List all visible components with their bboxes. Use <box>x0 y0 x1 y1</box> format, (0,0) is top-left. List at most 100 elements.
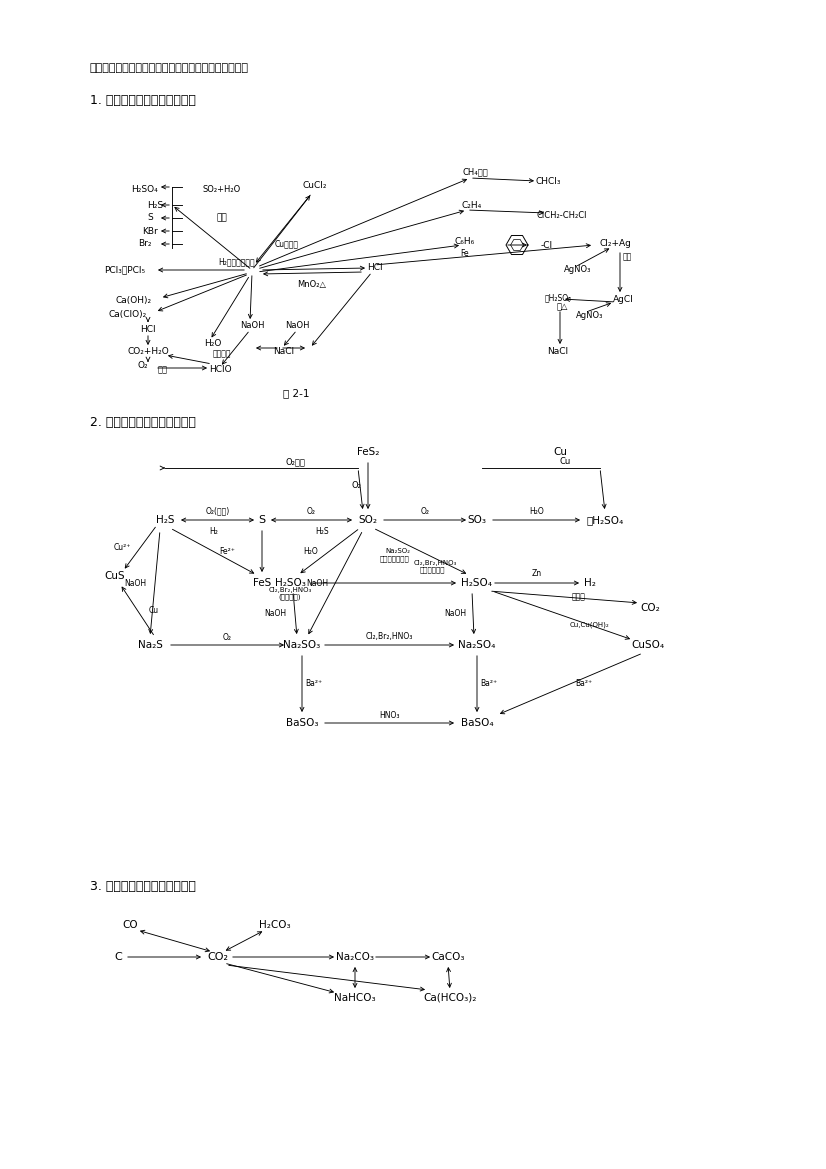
Text: Cu²⁺: Cu²⁺ <box>113 544 131 553</box>
Text: O₂: O₂ <box>223 632 232 642</box>
Text: H₂O: H₂O <box>204 339 221 348</box>
Text: NaOH: NaOH <box>306 579 328 588</box>
Text: O₂: O₂ <box>420 506 430 516</box>
Text: CH₄，光: CH₄，光 <box>462 167 488 177</box>
Text: NaOH: NaOH <box>240 321 264 331</box>
Text: FeS: FeS <box>253 577 271 588</box>
Text: NaCl: NaCl <box>548 347 568 357</box>
Text: 光照: 光照 <box>158 366 168 374</box>
Text: Ba²⁺: Ba²⁺ <box>306 679 323 689</box>
Text: Cl₂,Br₂,HNO₃: Cl₂,Br₂,HNO₃ <box>413 560 457 566</box>
Text: 光照: 光照 <box>622 253 632 262</box>
Text: O₂: O₂ <box>351 482 361 491</box>
Text: Cu: Cu <box>553 447 567 457</box>
Text: Cu: Cu <box>149 606 159 615</box>
Text: H₂O: H₂O <box>304 547 318 556</box>
Text: AgCl: AgCl <box>613 296 634 304</box>
Text: O₂: O₂ <box>307 506 316 516</box>
Text: S: S <box>147 214 153 222</box>
Text: Na₂CO₃: Na₂CO₃ <box>336 952 374 962</box>
Text: O₂: O₂ <box>138 361 149 371</box>
Text: ClCH₂-CH₂Cl: ClCH₂-CH₂Cl <box>537 210 587 220</box>
Text: Cl₂,Br₂,HNO₃: Cl₂,Br₂,HNO₃ <box>268 587 311 593</box>
Text: C: C <box>114 952 122 962</box>
Text: Na₂SO₄: Na₂SO₄ <box>458 639 496 650</box>
Text: 高三化学氯、硫、碳、硅、氮及其化合物的转化关系图: 高三化学氯、硫、碳、硅、氮及其化合物的转化关系图 <box>90 63 249 72</box>
Text: CHCl₃: CHCl₃ <box>535 177 561 186</box>
Text: HCl: HCl <box>368 263 382 272</box>
Text: Cl₂+Ag: Cl₂+Ag <box>599 238 631 248</box>
Text: Na₂SO₃: Na₂SO₃ <box>283 639 320 650</box>
Text: Fe: Fe <box>461 249 469 257</box>
Text: H₂SO₃: H₂SO₃ <box>274 577 306 588</box>
Text: MnO₂△: MnO₂△ <box>297 281 326 290</box>
Text: H₂: H₂ <box>584 577 596 588</box>
Text: 电解饱和: 电解饱和 <box>213 350 231 359</box>
Text: FeS₂: FeS₂ <box>357 447 379 457</box>
Text: SO₂: SO₂ <box>358 516 377 525</box>
Text: C₆H₆: C₆H₆ <box>455 236 475 245</box>
Text: H₂: H₂ <box>210 526 218 535</box>
Text: Cu，点燃: Cu，点燃 <box>275 240 299 249</box>
Text: CuS: CuS <box>105 570 126 581</box>
Text: Na₂S: Na₂S <box>138 639 163 650</box>
Text: PCl₃，PCl₅: PCl₃，PCl₅ <box>104 265 145 275</box>
Text: CO₂+H₂O: CO₂+H₂O <box>127 347 169 357</box>
Text: 碳酸盐: 碳酸盐 <box>572 593 586 602</box>
Text: SO₂+H₂O: SO₂+H₂O <box>203 186 241 194</box>
Text: -Cl: -Cl <box>541 241 553 249</box>
Text: O₂足量: O₂足量 <box>285 457 305 466</box>
Text: Br₂: Br₂ <box>138 240 152 249</box>
Text: 电解: 电解 <box>216 214 227 222</box>
Text: CO₂: CO₂ <box>640 603 660 613</box>
Text: AgNO₃: AgNO₃ <box>577 311 604 320</box>
Text: CuSO₄: CuSO₄ <box>631 639 665 650</box>
Text: HCl: HCl <box>140 325 156 333</box>
Text: BaSO₃: BaSO₃ <box>286 718 318 728</box>
Text: 浓H₂SO₄: 浓H₂SO₄ <box>544 293 572 303</box>
Text: Ca(HCO₃)₂: Ca(HCO₃)₂ <box>423 992 477 1003</box>
Text: NaCl: NaCl <box>273 347 295 357</box>
Text: HNO₃: HNO₃ <box>379 711 400 719</box>
Text: Ba²⁺: Ba²⁺ <box>576 679 592 689</box>
Text: KBr: KBr <box>142 227 158 235</box>
Text: O₂(不足): O₂(不足) <box>206 506 230 516</box>
Text: SO₃: SO₃ <box>468 516 487 525</box>
Text: H₂O: H₂O <box>529 506 544 516</box>
Text: 强氧化剂稀溶液: 强氧化剂稀溶液 <box>380 555 410 562</box>
Text: C₂H₄: C₂H₄ <box>462 201 482 210</box>
Text: Ca(OH)₂: Ca(OH)₂ <box>116 296 152 304</box>
Text: S: S <box>259 516 266 525</box>
Text: 图 2-1: 图 2-1 <box>282 388 309 397</box>
Text: Na₂SO₂: Na₂SO₂ <box>386 548 411 554</box>
Text: Cl₂,Br₂,HNO₃: Cl₂,Br₂,HNO₃ <box>366 632 413 642</box>
Text: NaOH: NaOH <box>264 609 286 618</box>
Text: NaHCO₃: NaHCO₃ <box>335 992 376 1003</box>
Text: 2. 硫及其化合物的转化关系图: 2. 硫及其化合物的转化关系图 <box>90 415 196 429</box>
Text: BaSO₄: BaSO₄ <box>461 718 493 728</box>
Text: (强氧化剂): (强氧化剂) <box>278 594 301 601</box>
Text: CO₂: CO₂ <box>207 952 229 962</box>
Text: H₂，点燃或光照: H₂，点燃或光照 <box>219 257 255 267</box>
Text: H₂CO₃: H₂CO₃ <box>259 920 291 931</box>
Text: Ba²⁺: Ba²⁺ <box>481 679 497 689</box>
Text: H₂S: H₂S <box>316 526 329 535</box>
Text: CaCO₃: CaCO₃ <box>431 952 465 962</box>
Text: H₂SO₄: H₂SO₄ <box>462 577 492 588</box>
Text: 1. 氯及其化合物的转化关系图: 1. 氯及其化合物的转化关系图 <box>90 94 196 106</box>
Text: HClO: HClO <box>209 366 231 374</box>
Text: 3. 碳及其化合物的转化关系图: 3. 碳及其化合物的转化关系图 <box>90 880 196 893</box>
Text: H₂SO₄: H₂SO₄ <box>131 186 159 194</box>
Text: Fe²⁺: Fe²⁺ <box>220 547 235 556</box>
Text: （强氧化剂）: （强氧化剂） <box>420 567 444 573</box>
Text: H₂S: H₂S <box>147 201 163 209</box>
Text: ，△: ，△ <box>556 303 567 311</box>
Text: Cu,Cu(OH)₂: Cu,Cu(OH)₂ <box>570 622 610 628</box>
Text: Cu: Cu <box>559 457 571 466</box>
Text: NaOH: NaOH <box>444 609 466 618</box>
Text: NaOH: NaOH <box>124 579 146 588</box>
Text: AgNO₃: AgNO₃ <box>564 265 591 275</box>
Text: CO: CO <box>122 920 138 931</box>
Text: NaOH: NaOH <box>285 321 309 331</box>
Text: Ca(ClO)₂: Ca(ClO)₂ <box>109 310 147 318</box>
